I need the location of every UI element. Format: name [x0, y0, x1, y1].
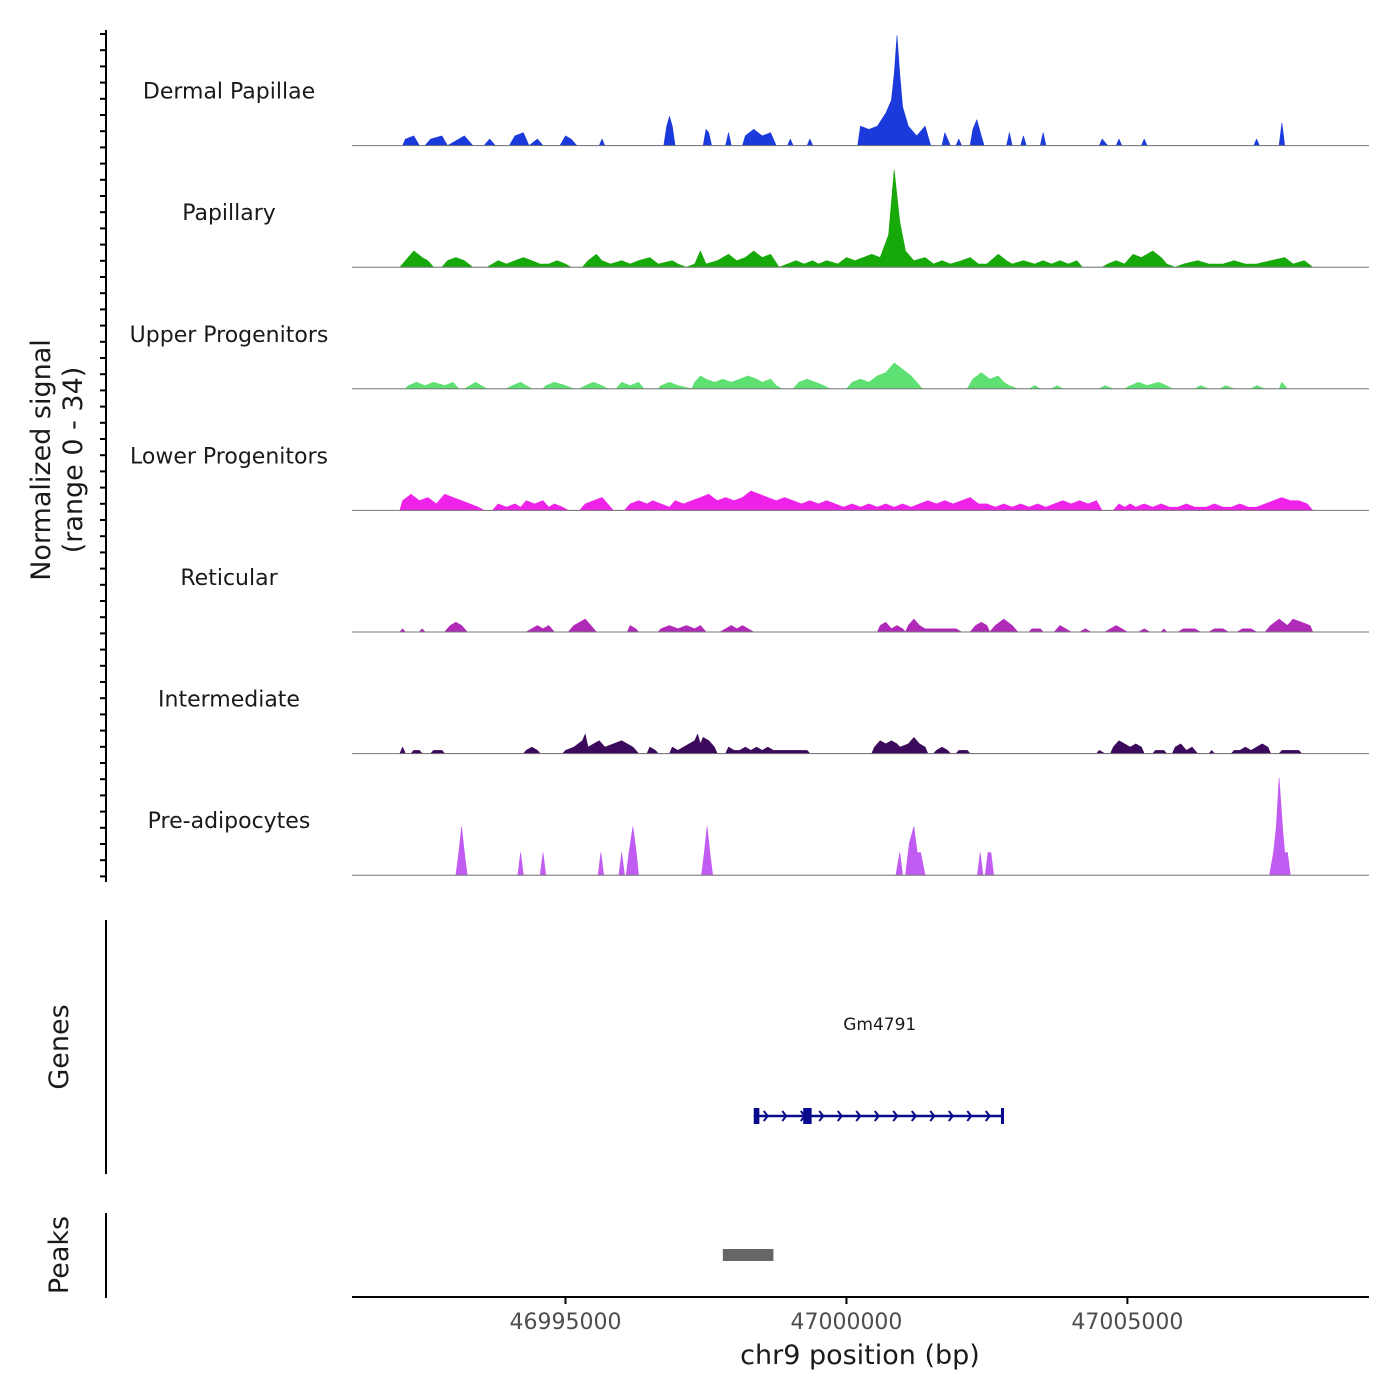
peak-region — [722, 1249, 774, 1261]
track-pre-adipocytes: Pre-adipocytes — [148, 777, 1369, 876]
track-papillary: Papillary — [182, 169, 1369, 268]
coverage-y-label-line1: Normalized signal — [26, 339, 57, 581]
track-label: Pre-adipocytes — [148, 809, 311, 834]
track-label: Dermal Papillae — [143, 80, 315, 105]
coverage-area-pre-adipocytes — [455, 777, 1291, 876]
track-intermediate: Intermediate — [158, 688, 1369, 755]
gene-gm4791: Gm4791 — [753, 1015, 1004, 1124]
strand-arrow — [984, 1110, 992, 1122]
coverage-area-lower-progenitors — [399, 490, 1314, 511]
strand-arrow — [836, 1110, 844, 1122]
strand-arrow — [929, 1110, 936, 1122]
strand-arrow — [873, 1110, 881, 1122]
track-reticular: Reticular — [180, 566, 1369, 633]
genes-y-label: Genes — [44, 1004, 75, 1089]
x-ticks: 46995000 47000000 47005000 — [510, 1297, 1183, 1335]
strand-arrow — [947, 1110, 955, 1122]
peaks-y-label: Peaks — [44, 1216, 75, 1294]
coverage-tracks: Dermal Papillae Papillary Upper Progenitor… — [130, 35, 1369, 876]
gene-label: Gm4791 — [843, 1015, 916, 1035]
x-tick-label: 46995000 — [510, 1310, 622, 1335]
coverage-area-papillary — [399, 169, 1314, 268]
x-tick-label: 47000000 — [790, 1310, 902, 1335]
coverage-area-intermediate — [399, 733, 1302, 754]
strand-arrow — [762, 1110, 770, 1122]
track-label: Upper Progenitors — [130, 323, 329, 348]
peak-track — [722, 1249, 774, 1261]
track-upper-progenitors: Upper Progenitors — [130, 323, 1369, 390]
gene-exon — [1000, 1108, 1004, 1124]
coverage-y-label-line2: (range 0 - 34) — [58, 367, 89, 554]
strand-arrow — [855, 1110, 862, 1122]
track-lower-progenitors: Lower Progenitors — [130, 444, 1369, 511]
coverage-area-upper-progenitors — [405, 362, 1288, 390]
strand-arrow — [892, 1110, 899, 1122]
x-axis-label: chr9 position (bp) — [740, 1340, 980, 1371]
track-dermal-papillae: Dermal Papillae — [143, 35, 1369, 147]
strand-arrow — [781, 1110, 788, 1122]
strand-arrow — [966, 1110, 973, 1122]
track-label: Reticular — [180, 566, 278, 591]
gene-exon — [803, 1108, 812, 1124]
coverage-y-ticks — [100, 33, 106, 878]
coverage-area-dermal-papillae — [402, 35, 1285, 146]
track-label: Intermediate — [158, 688, 300, 713]
track-label: Papillary — [182, 201, 276, 226]
track-label: Lower Progenitors — [130, 444, 328, 469]
x-tick-label: 47005000 — [1071, 1310, 1183, 1335]
strand-arrow — [910, 1110, 918, 1122]
coverage-area-reticular — [399, 618, 1314, 633]
gene-exon — [753, 1108, 760, 1124]
gene-track: Gm4791 — [753, 1015, 1004, 1124]
strand-arrow — [818, 1110, 825, 1122]
